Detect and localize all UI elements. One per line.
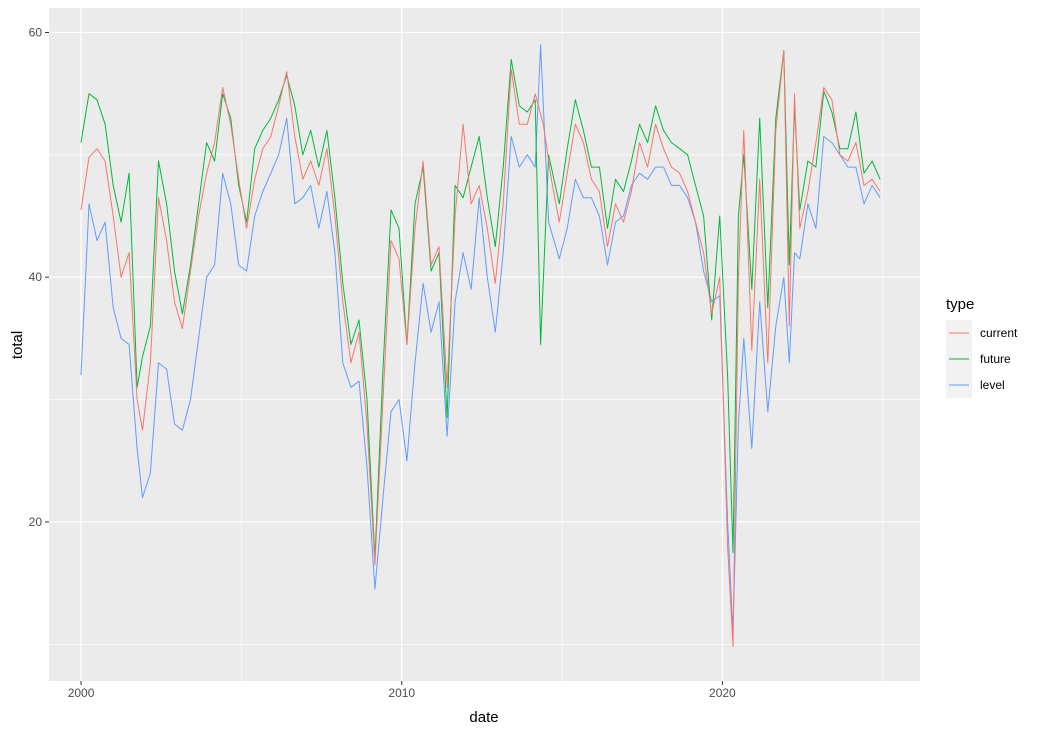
series-lines [80, 44, 881, 648]
y-tick-label: 40 [29, 270, 43, 284]
y-axis-title: total [9, 331, 26, 359]
y-axis: 20 40 60 [29, 25, 49, 529]
legend-title: type [946, 296, 974, 313]
legend-label-level: level [980, 378, 1005, 392]
minor-gridlines [49, 8, 920, 681]
y-tick-label: 20 [29, 515, 43, 529]
x-tick-label: 2010 [388, 686, 415, 700]
legend: type current future level [946, 296, 1018, 398]
x-tick-label: 2000 [68, 686, 95, 700]
legend-label-future: future [980, 352, 1011, 366]
x-axis-title: date [469, 709, 498, 726]
series-line-future [80, 50, 881, 560]
series-line-level [80, 44, 881, 633]
series-line-current [80, 50, 881, 648]
x-axis: 2000 2010 2020 [68, 681, 736, 700]
major-gridlines [49, 8, 920, 681]
x-tick-label: 2020 [709, 686, 736, 700]
panel-background [49, 8, 920, 681]
y-tick-label: 60 [29, 25, 43, 39]
legend-label-current: current [980, 326, 1018, 340]
